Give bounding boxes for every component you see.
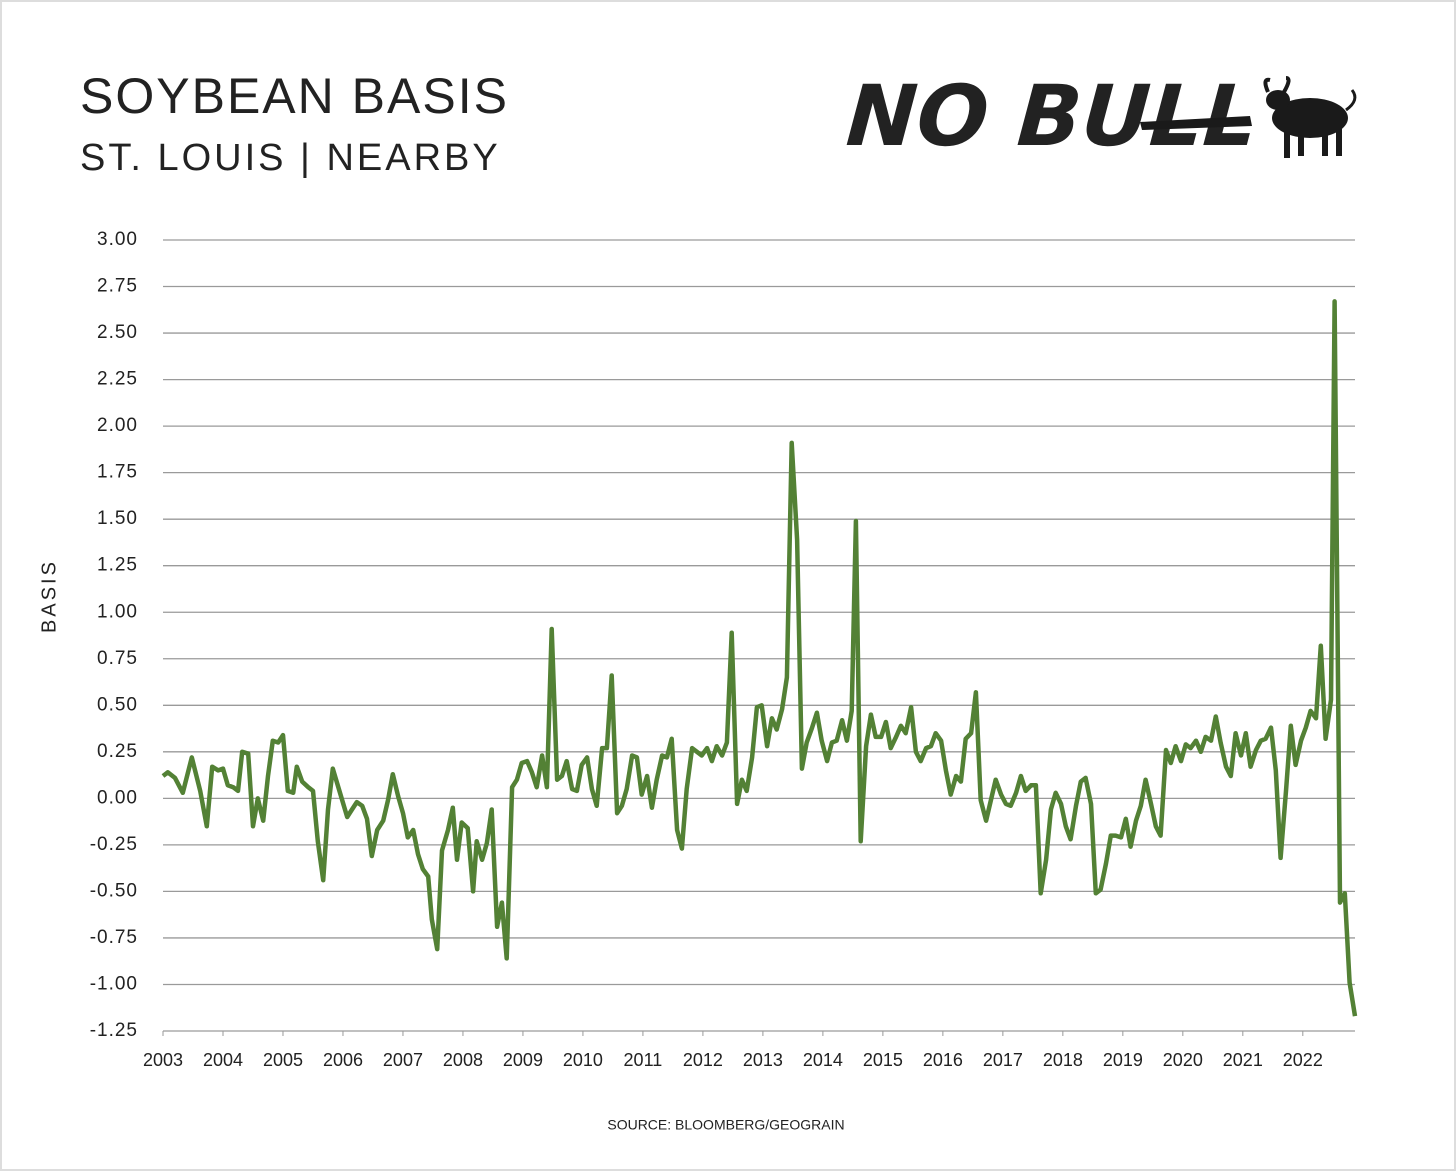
y-tick-label: 1.25 — [97, 555, 138, 576]
x-tick-label: 2008 — [443, 1050, 483, 1070]
y-tick-label: 0.50 — [97, 694, 138, 715]
x-tick-label: 2005 — [263, 1050, 303, 1070]
y-tick-label: 2.25 — [97, 369, 138, 390]
logo-bull — [1263, 76, 1357, 158]
logo-stroke — [1140, 116, 1252, 130]
x-tick-label: 2017 — [983, 1050, 1023, 1070]
x-tick-label: 2014 — [803, 1050, 843, 1070]
y-tick-label: -1.00 — [90, 973, 138, 994]
logo-text: NO BULL — [843, 67, 1260, 165]
source-note: SOURCE: BLOOMBERG/GEOGRAIN — [607, 1117, 844, 1133]
y-tick-label: 1.75 — [97, 462, 138, 483]
x-tick-label: 2018 — [1043, 1050, 1083, 1070]
y-tick-label: 2.50 — [97, 322, 138, 343]
chart-subtitle: ST. LOUIS | NEARBY — [80, 137, 501, 179]
x-tick-label: 2011 — [624, 1050, 663, 1070]
y-tick-label: -0.25 — [90, 834, 138, 855]
y-tick-label: 0.75 — [97, 648, 138, 669]
x-tick-label: 2007 — [383, 1050, 423, 1070]
y-tick-label: -0.50 — [90, 880, 138, 901]
x-tick-label: 2019 — [1103, 1050, 1143, 1070]
y-tick-label: 1.50 — [97, 508, 138, 529]
x-tick-label: 2006 — [323, 1050, 363, 1070]
x-tick-label: 2021 — [1223, 1050, 1263, 1070]
chart-title: SOYBEAN BASIS — [80, 68, 509, 124]
x-tick-label: 2016 — [923, 1050, 963, 1070]
x-tick-label: 2010 — [563, 1050, 603, 1070]
y-axis-label: BASIS — [38, 559, 60, 633]
x-tick-label: 2004 — [203, 1050, 243, 1070]
y-tick-label: -1.25 — [90, 1020, 138, 1041]
x-tick-label: 2003 — [143, 1050, 183, 1070]
y-tick-label: 3.00 — [97, 229, 138, 250]
x-tick-label: 2013 — [743, 1050, 783, 1070]
data-line — [161, 299, 1358, 1017]
y-tick-label: 2.00 — [97, 415, 138, 436]
y-tick-label: 0.00 — [97, 787, 138, 808]
y-tick-label: 0.25 — [97, 741, 138, 762]
x-tick-label: 2009 — [503, 1050, 543, 1070]
x-tick-label: 2012 — [683, 1050, 723, 1070]
y-tick-label: -0.75 — [90, 927, 138, 948]
x-tick-label: 2022 — [1283, 1050, 1323, 1070]
y-tick-label: 1.00 — [97, 601, 138, 622]
y-tick-label: 2.75 — [97, 276, 138, 297]
x-tick-label: 2015 — [863, 1050, 903, 1070]
x-tick-label: 2020 — [1163, 1050, 1203, 1070]
